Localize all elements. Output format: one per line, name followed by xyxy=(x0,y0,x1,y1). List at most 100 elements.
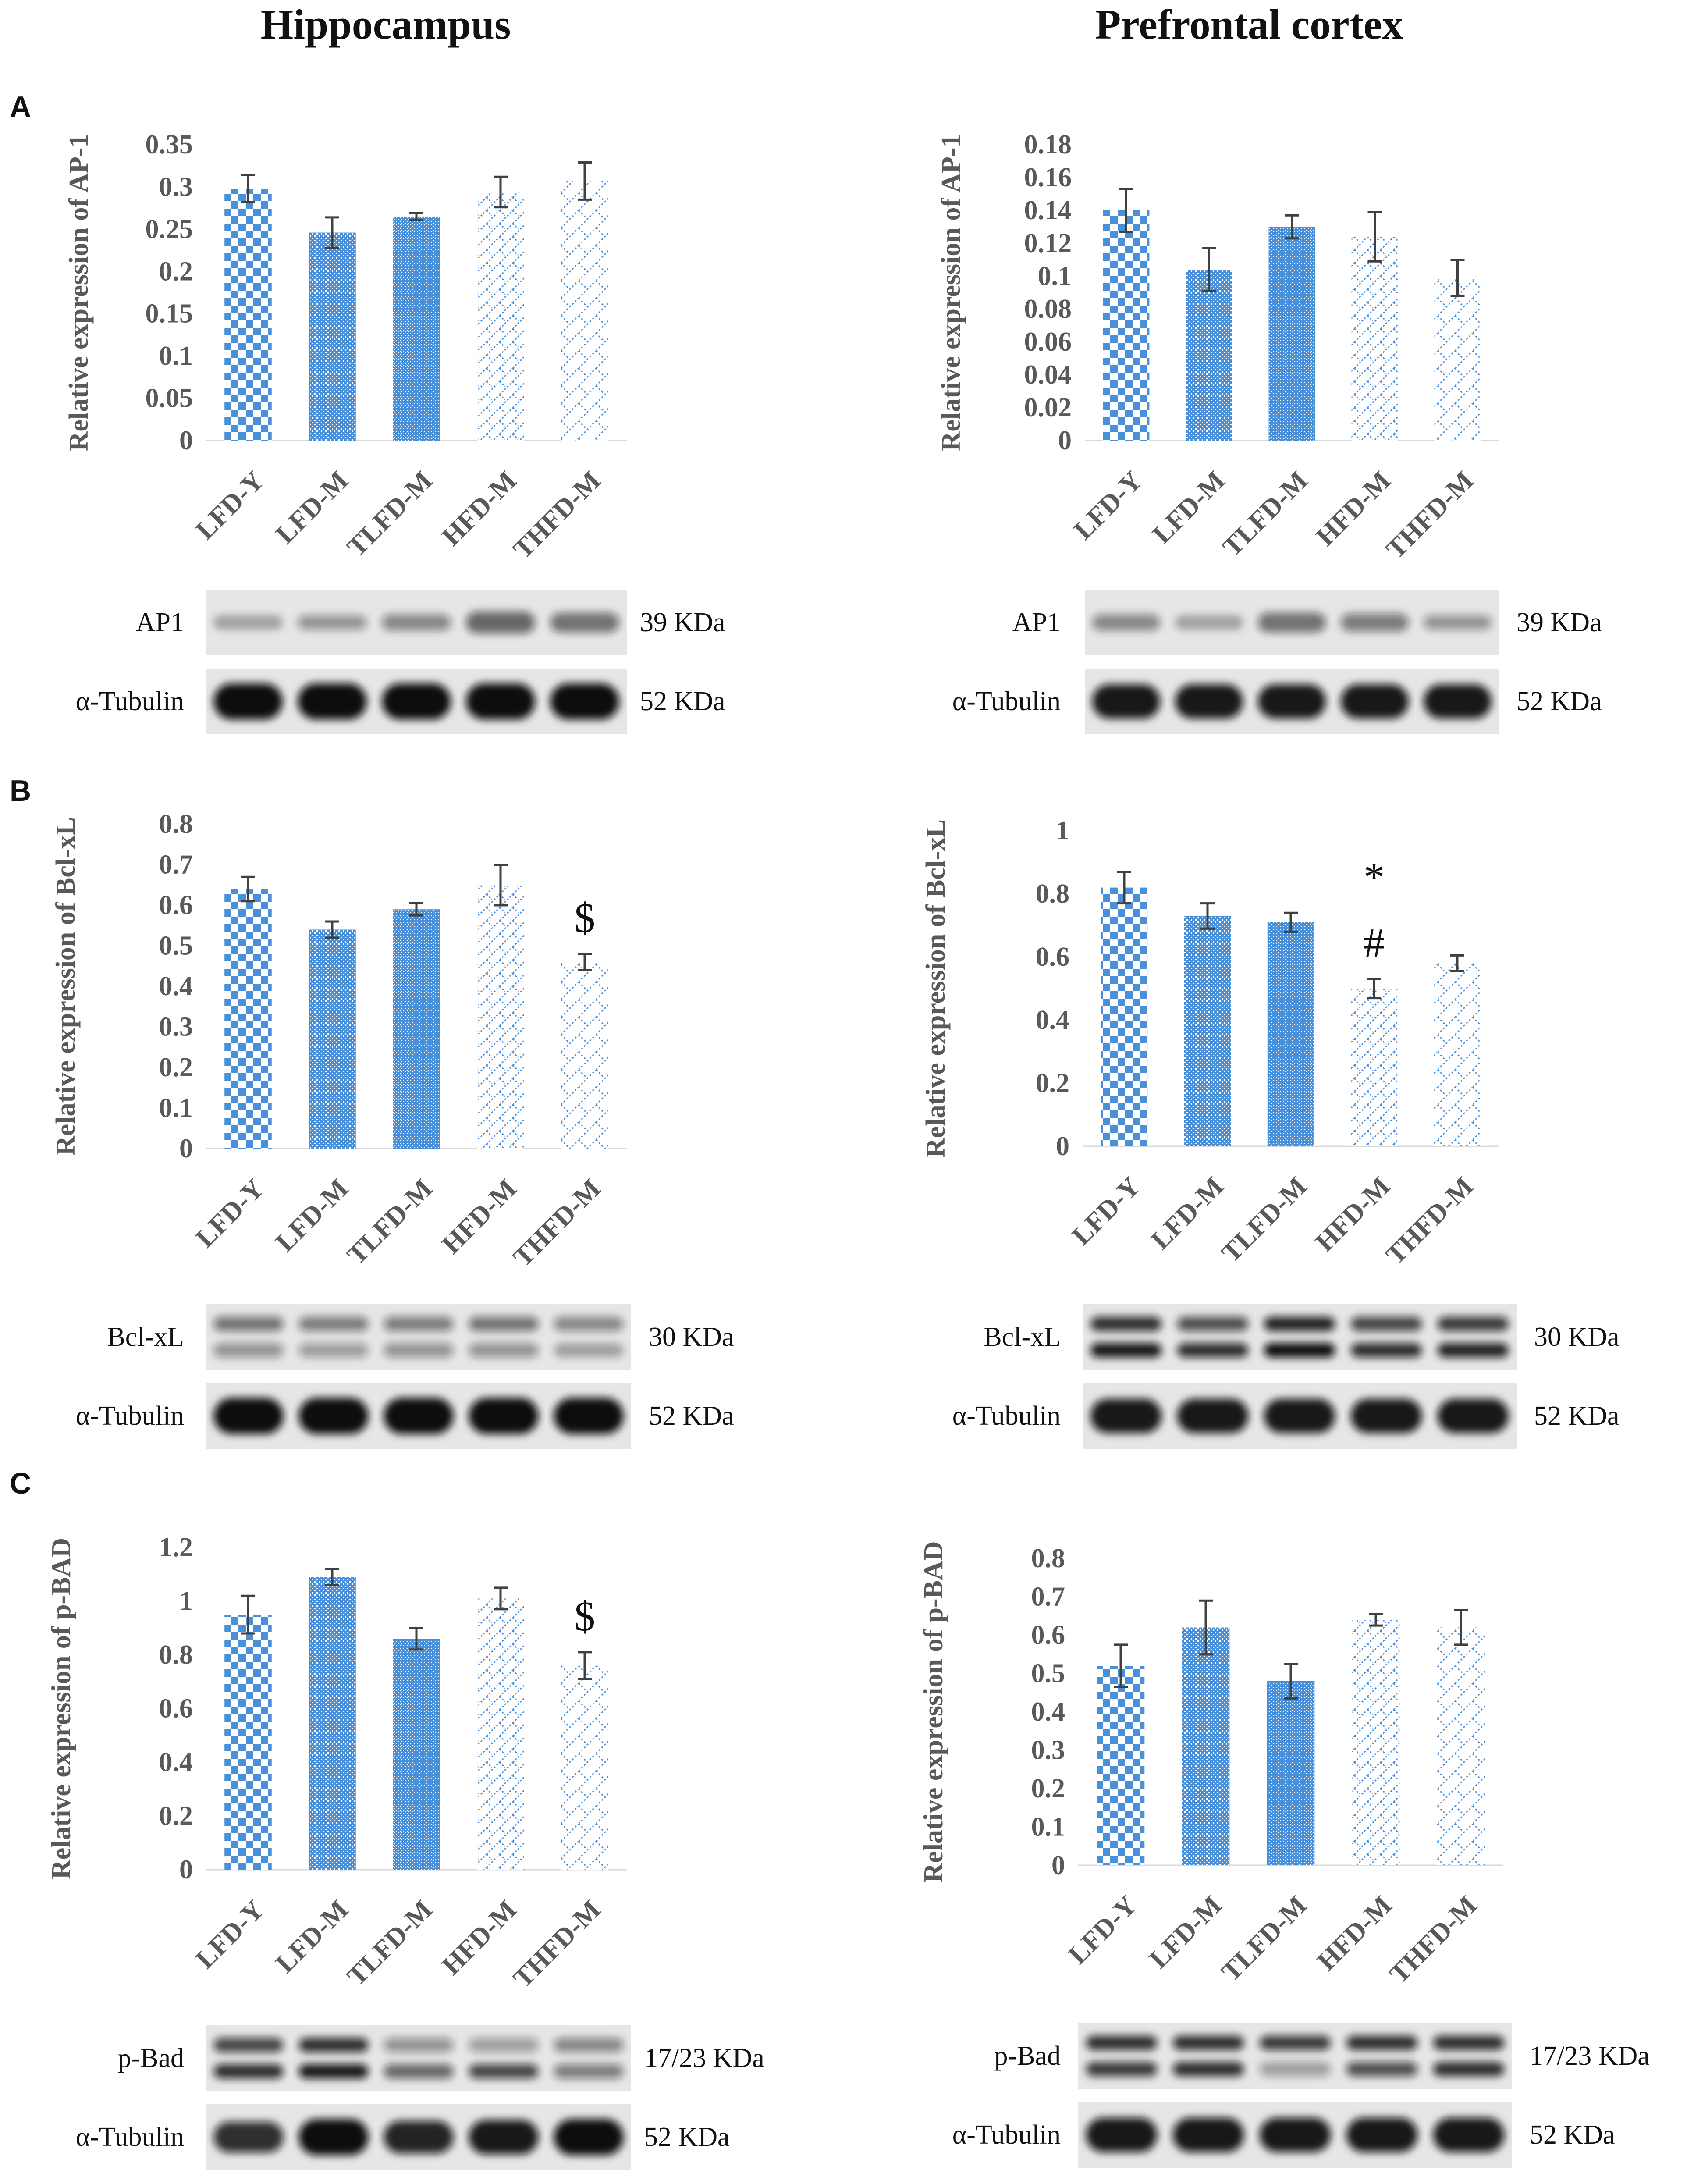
blot-band xyxy=(384,2120,454,2154)
blot-band xyxy=(1424,615,1492,630)
column-title-prefrontal-cortex: Prefrontal cortex xyxy=(1095,1,1403,48)
bar-hfd-m xyxy=(1351,237,1398,441)
x-tick-label: LFD-Y xyxy=(190,466,270,545)
blot-molecular-weight: 17/23 KDa xyxy=(644,2043,764,2073)
blot-band xyxy=(469,1316,539,1331)
blot-label: α-Tubulin xyxy=(952,2120,1061,2150)
blot-band xyxy=(1341,684,1409,719)
western-blot-p-bad: p-Bad 17/23 KDa xyxy=(994,2023,1650,2089)
blot-band xyxy=(213,1316,284,1331)
x-tick-label: LFD-Y xyxy=(1068,466,1148,545)
chart-C-prefrontal: 0 0.1 0.2 0.3 0.4 0.5 0.6 0.7 0.8 Relative expres… xyxy=(919,1541,1650,2168)
blot-band xyxy=(1086,2117,1158,2152)
western-blot--tubulin: α-Tubulin 52 KDa xyxy=(76,2104,730,2170)
y-tick-label: 0.8 xyxy=(1036,879,1070,909)
chart-A-hippocampus: 0 0.05 0.1 0.15 0.2 0.25 0.3 0.35 Relative expre… xyxy=(64,130,725,734)
y-axis-label: Relative expression of p-BAD xyxy=(46,1538,76,1879)
x-tick-label: LFD-M xyxy=(1147,466,1231,550)
bar-tlfd-m xyxy=(1268,227,1315,441)
y-tick-label: 0.35 xyxy=(146,130,193,160)
blot-band xyxy=(466,612,535,633)
y-tick-label: 0.4 xyxy=(1036,1005,1070,1035)
y-tick-label: 0.6 xyxy=(159,890,193,920)
bar-lfd-y xyxy=(224,889,272,1149)
y-tick-label: 0.1 xyxy=(159,341,193,371)
blot-band xyxy=(1346,2035,1418,2050)
y-tick-label: 1 xyxy=(1056,816,1069,846)
x-tick-label: TLFD-M xyxy=(1216,1171,1313,1268)
bar-thfd-m xyxy=(1437,1627,1485,1865)
y-tick-label: 0.5 xyxy=(159,931,193,961)
panel-letter-b: B xyxy=(10,774,32,807)
blot-background xyxy=(1078,2023,1512,2089)
y-axis-label: Relative expression of AP-1 xyxy=(64,134,94,452)
y-tick-label: 0 xyxy=(179,1134,193,1163)
blot-band xyxy=(1175,684,1243,719)
significance-marker: # xyxy=(1364,919,1385,966)
blot-band xyxy=(469,1398,539,1434)
y-tick-label: 0.15 xyxy=(146,299,193,329)
blot-band xyxy=(554,1316,624,1331)
blot-label: α-Tubulin xyxy=(76,687,184,716)
y-tick-label: 0.25 xyxy=(146,214,193,244)
blot-band xyxy=(1437,1398,1509,1433)
y-tick-label: 1.2 xyxy=(159,1533,193,1562)
y-tick-label: 0.18 xyxy=(1024,130,1072,160)
blot-band xyxy=(554,1343,624,1358)
y-tick-label: 0.7 xyxy=(159,850,193,880)
y-tick-label: 0.5 xyxy=(1031,1659,1065,1689)
blot-band xyxy=(469,2120,539,2155)
blot-background xyxy=(206,1304,631,1370)
blot-band xyxy=(1433,2117,1505,2152)
blot-molecular-weight: 30 KDa xyxy=(1534,1322,1620,1352)
blot-band xyxy=(1264,1316,1335,1331)
blot-band xyxy=(1350,1316,1422,1331)
y-tick-label: 0.16 xyxy=(1024,163,1072,192)
blot-molecular-weight: 30 KDa xyxy=(649,1322,734,1352)
y-tick-label: 0.2 xyxy=(159,256,193,286)
y-tick-label: 0.2 xyxy=(1031,1774,1065,1803)
y-tick-label: 0.1 xyxy=(1031,1812,1065,1842)
y-tick-label: 0.08 xyxy=(1024,294,1072,324)
blot-band xyxy=(213,2121,284,2153)
bar-hfd-m xyxy=(1350,989,1398,1146)
bar-hfd-m xyxy=(477,192,524,441)
blot-band xyxy=(298,2064,369,2079)
y-tick-label: 0.8 xyxy=(159,1640,193,1670)
x-tick-label: TLFD-M xyxy=(1216,1890,1313,1987)
y-tick-label: 0 xyxy=(1056,1131,1069,1161)
blot-label: α-Tubulin xyxy=(76,2122,184,2152)
x-tick-label: THFD-M xyxy=(508,1174,607,1273)
bar-lfd-m xyxy=(1182,1627,1230,1865)
bar-thfd-m xyxy=(561,1665,608,1870)
bar-hfd-m xyxy=(1352,1620,1400,1865)
western-blot-ap1: AP1 39 KDa xyxy=(136,590,725,655)
blot-label: Bcl-xL xyxy=(984,1322,1061,1352)
bar-tlfd-m xyxy=(393,1639,440,1870)
x-tick-label: LFD-M xyxy=(1145,1171,1229,1256)
bar-lfd-m xyxy=(309,929,356,1149)
y-tick-label: 1 xyxy=(179,1586,193,1616)
blot-band xyxy=(213,1343,284,1358)
blot-label: α-Tubulin xyxy=(952,1401,1061,1431)
blot-band xyxy=(382,614,451,631)
blot-band xyxy=(382,683,451,720)
blot-band xyxy=(554,2038,624,2052)
blot-band xyxy=(1092,684,1160,719)
western-blot-bcl-xl: Bcl-xL 30 KDa xyxy=(107,1304,734,1370)
blot-band xyxy=(384,1343,454,1358)
blot-band xyxy=(1264,1343,1335,1358)
blot-band xyxy=(1346,2117,1418,2152)
bar-lfd-y xyxy=(224,1615,272,1870)
bar-lfd-y xyxy=(1101,887,1148,1146)
blot-band xyxy=(1177,1316,1249,1331)
blot-band xyxy=(1172,2117,1244,2152)
western-blot--tubulin: α-Tubulin 52 KDa xyxy=(76,669,725,734)
blot-label: α-Tubulin xyxy=(76,1401,184,1431)
blot-label: Bcl-xL xyxy=(107,1322,184,1352)
blot-label: α-Tubulin xyxy=(952,687,1061,716)
western-blot--tubulin: α-Tubulin 52 KDa xyxy=(952,669,1602,734)
bar-lfd-y xyxy=(1103,210,1150,441)
blot-band xyxy=(1258,612,1326,633)
y-tick-label: 0.02 xyxy=(1024,393,1072,423)
